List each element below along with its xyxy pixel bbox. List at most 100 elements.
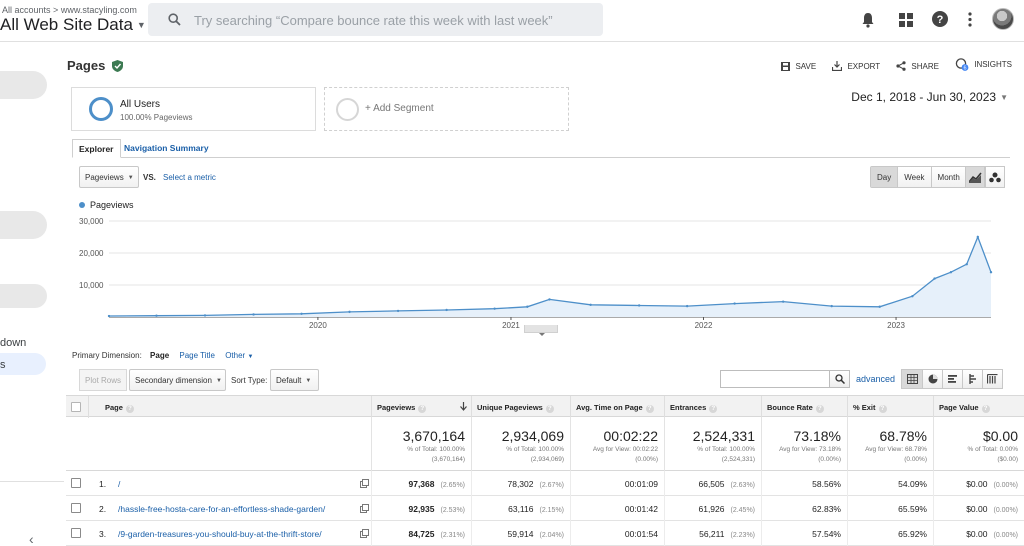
view-data-table[interactable] bbox=[902, 370, 922, 388]
sidebar-item-3[interactable] bbox=[0, 284, 47, 308]
column-header-avg-time[interactable]: Avg. Time on Page? bbox=[570, 396, 664, 418]
series-area bbox=[109, 237, 991, 317]
help-icon[interactable]: ? bbox=[645, 405, 654, 413]
more-vert-icon[interactable] bbox=[968, 12, 972, 27]
total-subtext: ($0.00) bbox=[997, 456, 1018, 463]
help-icon[interactable]: ? bbox=[545, 405, 554, 413]
view-pivot[interactable] bbox=[982, 370, 1002, 388]
line-chart-button[interactable] bbox=[965, 166, 985, 188]
page-link[interactable]: / bbox=[118, 479, 121, 489]
total-subtext: % of Total: 100.00% bbox=[506, 446, 564, 453]
insights-button[interactable]: 6 INSIGHTS bbox=[955, 58, 1012, 71]
sidebar-item-label-b[interactable]: s bbox=[0, 359, 6, 371]
open-page-icon[interactable] bbox=[360, 529, 369, 538]
data-point bbox=[548, 298, 551, 301]
cell-percent: (2.45%) bbox=[730, 507, 755, 514]
caret-down-icon: ▼ bbox=[215, 378, 222, 384]
total-value: 2,524,331 bbox=[692, 428, 755, 444]
help-icon[interactable]: ? bbox=[418, 405, 427, 413]
week-button[interactable]: Week bbox=[897, 167, 930, 187]
column-header-unique-pageviews[interactable]: Unique Pageviews? bbox=[471, 396, 570, 418]
help-icon[interactable]: ? bbox=[709, 405, 718, 413]
cell-value: 97,368 bbox=[408, 479, 435, 489]
cell-value: $0.00 bbox=[966, 504, 988, 514]
chart-collapse-handle[interactable] bbox=[524, 325, 558, 336]
column-header-exit[interactable]: % Exit? bbox=[847, 396, 933, 418]
sidebar-item-2[interactable] bbox=[0, 211, 47, 239]
save-button[interactable]: SAVE bbox=[781, 62, 816, 71]
help-icon[interactable]: ? bbox=[125, 405, 134, 413]
plot-rows-button[interactable]: Plot Rows bbox=[79, 369, 128, 391]
column-header-page[interactable]: Page? bbox=[88, 396, 371, 418]
select-metric-link[interactable]: Select a metric bbox=[163, 173, 216, 182]
dimension-page[interactable]: Page bbox=[150, 351, 170, 360]
column-header-page-value[interactable]: Page Value? bbox=[933, 396, 1024, 418]
column-header-bounce-rate[interactable]: Bounce Rate? bbox=[761, 396, 847, 418]
cell-value: $0.00 bbox=[966, 529, 988, 539]
view-pie[interactable] bbox=[922, 370, 942, 388]
export-button[interactable]: EXPORT bbox=[832, 61, 880, 71]
dimension-page-title[interactable]: Page Title bbox=[179, 351, 215, 360]
row-checkbox[interactable] bbox=[71, 478, 81, 488]
motion-chart-button[interactable] bbox=[985, 166, 1005, 188]
cell-percent: (2.23%) bbox=[730, 532, 755, 539]
search-placeholder: Try searching “Compare bounce rate this … bbox=[194, 13, 553, 28]
table-search-button[interactable] bbox=[829, 370, 850, 388]
bell-icon[interactable] bbox=[861, 12, 875, 28]
view-performance[interactable] bbox=[942, 370, 962, 388]
breadcrumb-accounts[interactable]: All accounts bbox=[2, 5, 51, 15]
breadcrumb-site[interactable]: www.stacyling.com bbox=[60, 5, 137, 15]
secondary-dimension-dropdown[interactable]: Secondary dimension ▼ bbox=[129, 369, 226, 391]
share-button[interactable]: SHARE bbox=[896, 61, 939, 71]
breadcrumb[interactable]: All accounts > www.stacyling.com bbox=[2, 5, 137, 15]
column-header-unique-label: Unique Pageviews bbox=[477, 403, 543, 412]
avatar[interactable] bbox=[992, 8, 1014, 30]
total-subtext: % of Total: 100.00% bbox=[697, 446, 755, 453]
help-icon[interactable]: ? bbox=[878, 405, 887, 413]
column-header-entrances[interactable]: Entrances? bbox=[664, 396, 761, 418]
metric-dropdown[interactable]: Pageviews ▼ bbox=[79, 166, 139, 188]
advanced-filter-link[interactable]: advanced bbox=[856, 374, 896, 384]
cell-value: 92,935 bbox=[408, 504, 435, 514]
row-checkbox[interactable] bbox=[71, 503, 81, 513]
insights-icon: 6 bbox=[955, 58, 969, 71]
data-point bbox=[155, 314, 158, 317]
day-button[interactable]: Day bbox=[871, 167, 898, 187]
help-icon[interactable]: ? bbox=[932, 11, 948, 27]
help-icon[interactable]: ? bbox=[981, 405, 990, 413]
date-range-picker[interactable]: Dec 1, 2018 - Jun 30, 2023 ▼ bbox=[851, 90, 1008, 104]
table-totals-row: 3,670,164 % of Total: 100.00% (3,670,164… bbox=[66, 417, 1024, 471]
legend-dot bbox=[79, 202, 85, 208]
sidebar-item-label-a[interactable]: down bbox=[0, 337, 27, 349]
select-all-checkbox[interactable] bbox=[71, 402, 81, 412]
cell-percent: (0.00%) bbox=[993, 482, 1018, 489]
page-link[interactable]: /hassle-free-hosta-care-for-an-effortles… bbox=[118, 504, 326, 514]
segment-all-users[interactable]: All Users 100.00% Pageviews bbox=[71, 87, 316, 131]
primary-dimension-bar: Primary Dimension: Page Page Title Other… bbox=[72, 351, 253, 360]
open-page-icon[interactable] bbox=[360, 479, 369, 488]
tab-navigation-summary[interactable]: Navigation Summary bbox=[124, 143, 209, 153]
table-search-input[interactable] bbox=[720, 370, 830, 388]
dimension-other[interactable]: Other ▼ bbox=[225, 351, 253, 360]
total-value: 68.78% bbox=[879, 428, 927, 444]
month-button[interactable]: Month bbox=[930, 167, 966, 187]
cell-value: 63,116 bbox=[508, 504, 534, 514]
collapse-sidebar-icon[interactable]: ‹ bbox=[29, 531, 34, 546]
open-page-icon[interactable] bbox=[360, 504, 369, 513]
tab-explorer[interactable]: Explorer bbox=[72, 139, 121, 158]
apps-grid-icon[interactable] bbox=[899, 13, 913, 27]
row-checkbox[interactable] bbox=[71, 528, 81, 538]
sidebar-item-1[interactable] bbox=[0, 71, 47, 99]
page-link[interactable]: /9-garden-treasures-you-should-buy-at-th… bbox=[118, 529, 322, 539]
add-segment-button[interactable]: + Add Segment bbox=[324, 87, 569, 131]
sidebar-item-selected[interactable] bbox=[0, 353, 46, 375]
caret-down-icon: ▼ bbox=[127, 175, 134, 181]
view-comparison[interactable] bbox=[962, 370, 982, 388]
search-bar[interactable]: Try searching “Compare bounce rate this … bbox=[148, 3, 603, 36]
property-selector[interactable]: All Web Site Data ▼ bbox=[0, 15, 146, 35]
help-icon[interactable]: ? bbox=[815, 405, 824, 413]
column-header-pageviews[interactable]: Pageviews? bbox=[371, 396, 471, 418]
pageviews-chart[interactable]: 30,000 20,000 10,000 2020 2021 2022 2023 bbox=[79, 213, 1009, 333]
report-tabs: Explorer Navigation Summary bbox=[72, 139, 1010, 158]
sort-type-dropdown[interactable]: Default ▼ bbox=[270, 369, 319, 391]
